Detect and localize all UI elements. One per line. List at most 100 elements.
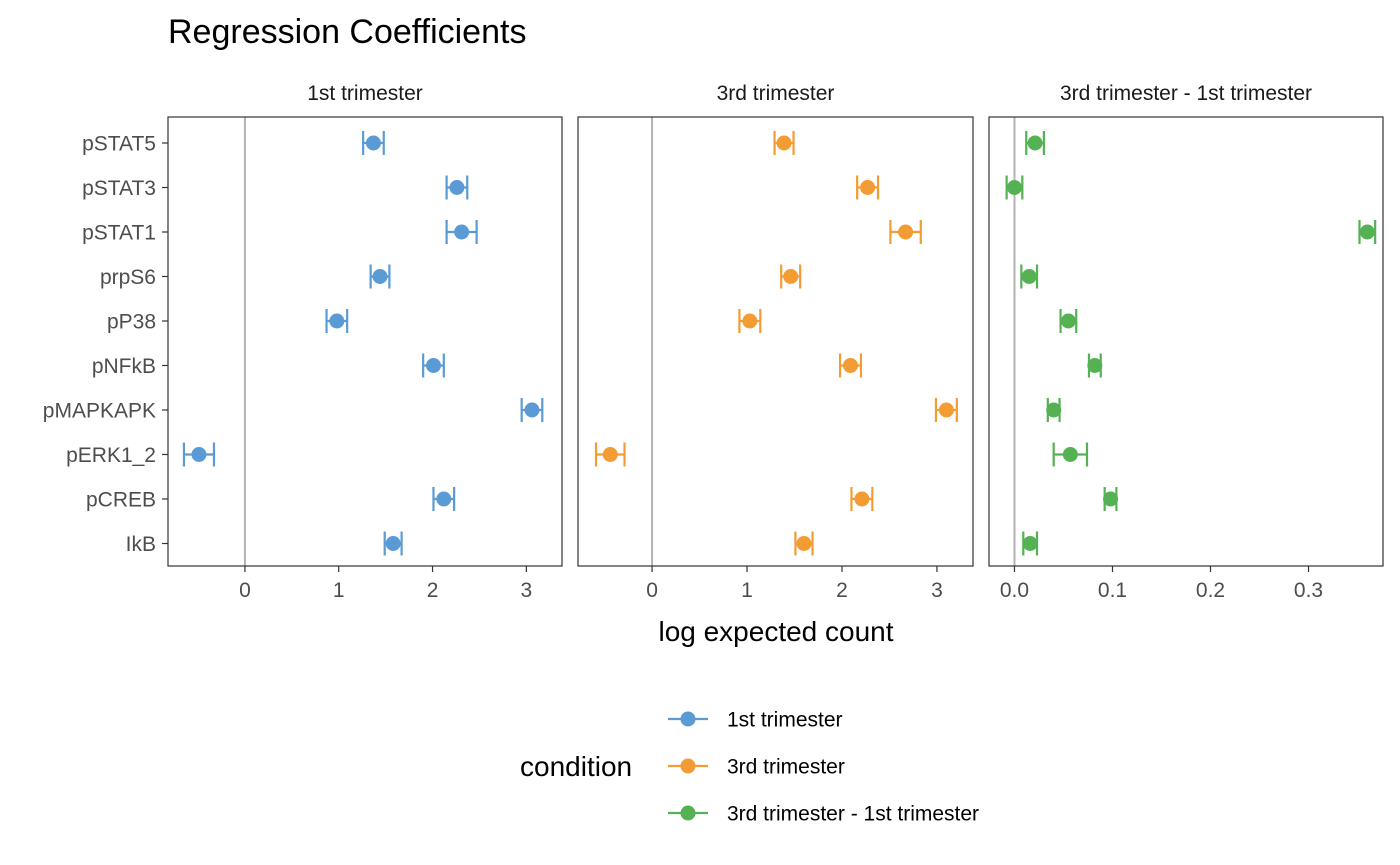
facet-label: 1st trimester xyxy=(307,82,423,105)
facet-label: 3rd trimester xyxy=(717,82,835,105)
data-point-pSTAT1 xyxy=(889,220,922,244)
point-marker xyxy=(449,180,465,195)
legend-label: 1st trimester xyxy=(727,709,843,732)
data-point-pP38 xyxy=(325,309,349,333)
x-tick-label: 0.1 xyxy=(1098,579,1127,602)
y-tick-label: pERK1_2 xyxy=(66,444,156,467)
y-tick-label: pSTAT3 xyxy=(82,177,156,200)
panel-border xyxy=(988,116,1384,567)
data-point-IkB xyxy=(794,531,814,556)
y-tick-label: pSTAT1 xyxy=(82,222,156,245)
point-marker xyxy=(454,224,470,240)
point-marker xyxy=(524,402,540,418)
x-tick-label: 0.3 xyxy=(1294,579,1323,602)
point-marker xyxy=(938,402,954,418)
legend-label: 3rd trimester - 1st trimester xyxy=(727,803,979,826)
data-point-prpS6 xyxy=(780,264,802,289)
point-marker xyxy=(1062,447,1078,462)
legend-label: 3rd trimester xyxy=(727,756,845,779)
data-point-pP38 xyxy=(1059,309,1078,333)
x-tick-label: 0.0 xyxy=(1000,579,1029,602)
point-marker xyxy=(191,447,207,462)
point-marker xyxy=(1006,180,1022,195)
y-tick-label: pSTAT5 xyxy=(82,133,156,156)
x-tick-label: 3 xyxy=(521,579,533,602)
point-marker xyxy=(776,135,792,151)
legend-key-point xyxy=(680,711,696,727)
data-point-pERK1_2 xyxy=(182,442,216,467)
data-point-pSTAT3 xyxy=(1005,175,1024,200)
point-marker xyxy=(1022,536,1038,551)
legend-title: condition xyxy=(520,751,632,782)
point-marker xyxy=(1103,491,1119,507)
legend-key-point xyxy=(680,758,696,774)
data-point-pMAPKAPK xyxy=(934,398,958,422)
data-point-pCREB xyxy=(850,487,874,511)
data-point-pP38 xyxy=(738,309,762,333)
data-point-prpS6 xyxy=(369,264,391,289)
data-point-pCREB xyxy=(1103,487,1119,511)
point-marker xyxy=(1027,135,1043,151)
x-tick-label: 2 xyxy=(427,579,439,602)
point-marker xyxy=(385,536,401,551)
data-point-pERK1_2 xyxy=(594,442,626,467)
y-tick-label: pCREB xyxy=(86,489,156,512)
y-tick-label: IkB xyxy=(126,533,156,556)
data-point-pSTAT3 xyxy=(856,175,880,200)
data-point-IkB xyxy=(383,531,403,556)
point-marker xyxy=(796,536,812,551)
data-point-prpS6 xyxy=(1020,264,1039,289)
data-point-pNFkB xyxy=(838,353,863,378)
data-point-pSTAT5 xyxy=(1025,131,1045,155)
y-tick-label: pMAPKAPK xyxy=(43,400,156,423)
facet-label: 3rd trimester - 1st trimester xyxy=(1060,82,1312,105)
legend-entry-1: 1st trimester xyxy=(668,709,843,732)
x-axis-label: log expected count xyxy=(658,616,893,647)
facet-panel-3: 3rd trimester - 1st trimester 0.0 0.1 0.2 0.… xyxy=(988,82,1384,602)
data-point-pNFkB xyxy=(422,353,445,378)
data-point-pSTAT5 xyxy=(362,131,385,155)
point-marker xyxy=(436,491,452,507)
point-marker xyxy=(783,269,799,284)
data-point-pSTAT3 xyxy=(445,175,469,200)
data-point-pSTAT1 xyxy=(445,220,478,244)
x-tick-label: 0 xyxy=(646,579,658,602)
data-point-pCREB xyxy=(432,487,456,511)
point-marker xyxy=(1359,224,1375,240)
data-point-IkB xyxy=(1022,531,1039,556)
x-tick-label: 2 xyxy=(836,579,848,602)
data-point-pSTAT1 xyxy=(1358,220,1377,244)
data-point-pERK1_2 xyxy=(1052,442,1089,467)
facet-panel-2: 3rd trimester 0 1 2 3 xyxy=(577,82,974,602)
point-marker xyxy=(1087,358,1103,373)
legend-entry-2: 3rd trimester xyxy=(668,756,845,779)
legend: condition 1st trimester 3rd trimester 3rd … xyxy=(520,709,979,826)
x-tick-label: 0.2 xyxy=(1196,579,1225,602)
panel-border xyxy=(577,116,974,567)
point-marker xyxy=(1060,313,1076,329)
point-marker xyxy=(854,491,870,507)
x-tick-label: 3 xyxy=(931,579,943,602)
legend-entry-3: 3rd trimester - 1st trimester xyxy=(668,803,979,826)
facet-panel-1: 1st trimester 0 1 2 3 pSTAT5 pSTAT3 pSTAT1 prpS6… xyxy=(43,82,563,602)
x-tick-label: 0 xyxy=(239,579,251,602)
panel-border xyxy=(167,116,563,567)
y-tick-label: pP38 xyxy=(107,311,156,334)
point-marker xyxy=(602,447,618,462)
chart-title: Regression Coefficients xyxy=(168,13,526,51)
y-tick-label: prpS6 xyxy=(100,266,156,289)
point-marker xyxy=(860,180,876,195)
panels: 1st trimester 0 1 2 3 pSTAT5 pSTAT3 pSTAT1 prpS6… xyxy=(43,82,1384,602)
point-marker xyxy=(898,224,914,240)
point-marker xyxy=(843,358,859,373)
point-marker xyxy=(329,313,345,329)
point-marker xyxy=(425,358,441,373)
point-marker xyxy=(1046,402,1062,418)
point-marker xyxy=(372,269,388,284)
legend-key-point xyxy=(680,805,696,821)
x-tick-label: 1 xyxy=(333,579,345,602)
data-point-pNFkB xyxy=(1087,353,1103,378)
point-marker xyxy=(742,313,758,329)
x-tick-label: 1 xyxy=(741,579,753,602)
